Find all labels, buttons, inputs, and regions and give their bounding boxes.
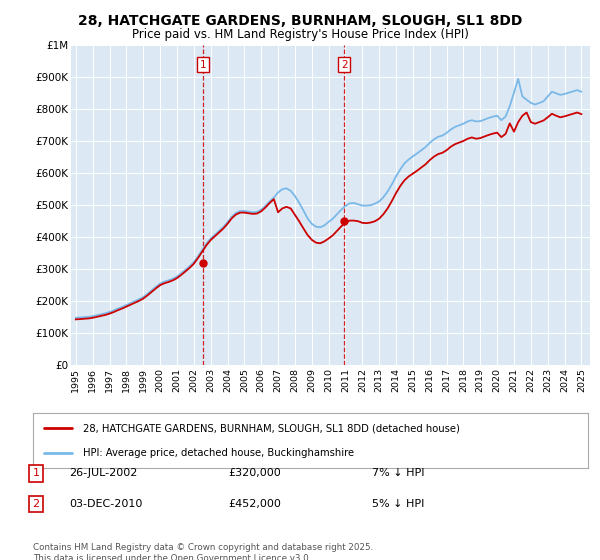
Text: Price paid vs. HM Land Registry's House Price Index (HPI): Price paid vs. HM Land Registry's House …: [131, 28, 469, 41]
Text: 03-DEC-2010: 03-DEC-2010: [69, 499, 142, 509]
Text: £452,000: £452,000: [228, 499, 281, 509]
Text: 2: 2: [341, 60, 347, 70]
Text: HPI: Average price, detached house, Buckinghamshire: HPI: Average price, detached house, Buck…: [83, 449, 354, 458]
Text: 2: 2: [32, 499, 40, 509]
Text: 1: 1: [200, 60, 207, 70]
Text: 5% ↓ HPI: 5% ↓ HPI: [372, 499, 424, 509]
Text: £320,000: £320,000: [228, 468, 281, 478]
Text: 26-JUL-2002: 26-JUL-2002: [69, 468, 137, 478]
Text: 7% ↓ HPI: 7% ↓ HPI: [372, 468, 425, 478]
Text: 28, HATCHGATE GARDENS, BURNHAM, SLOUGH, SL1 8DD (detached house): 28, HATCHGATE GARDENS, BURNHAM, SLOUGH, …: [83, 423, 460, 433]
Text: 1: 1: [32, 468, 40, 478]
Text: Contains HM Land Registry data © Crown copyright and database right 2025.
This d: Contains HM Land Registry data © Crown c…: [33, 543, 373, 560]
Text: 28, HATCHGATE GARDENS, BURNHAM, SLOUGH, SL1 8DD: 28, HATCHGATE GARDENS, BURNHAM, SLOUGH, …: [78, 14, 522, 28]
